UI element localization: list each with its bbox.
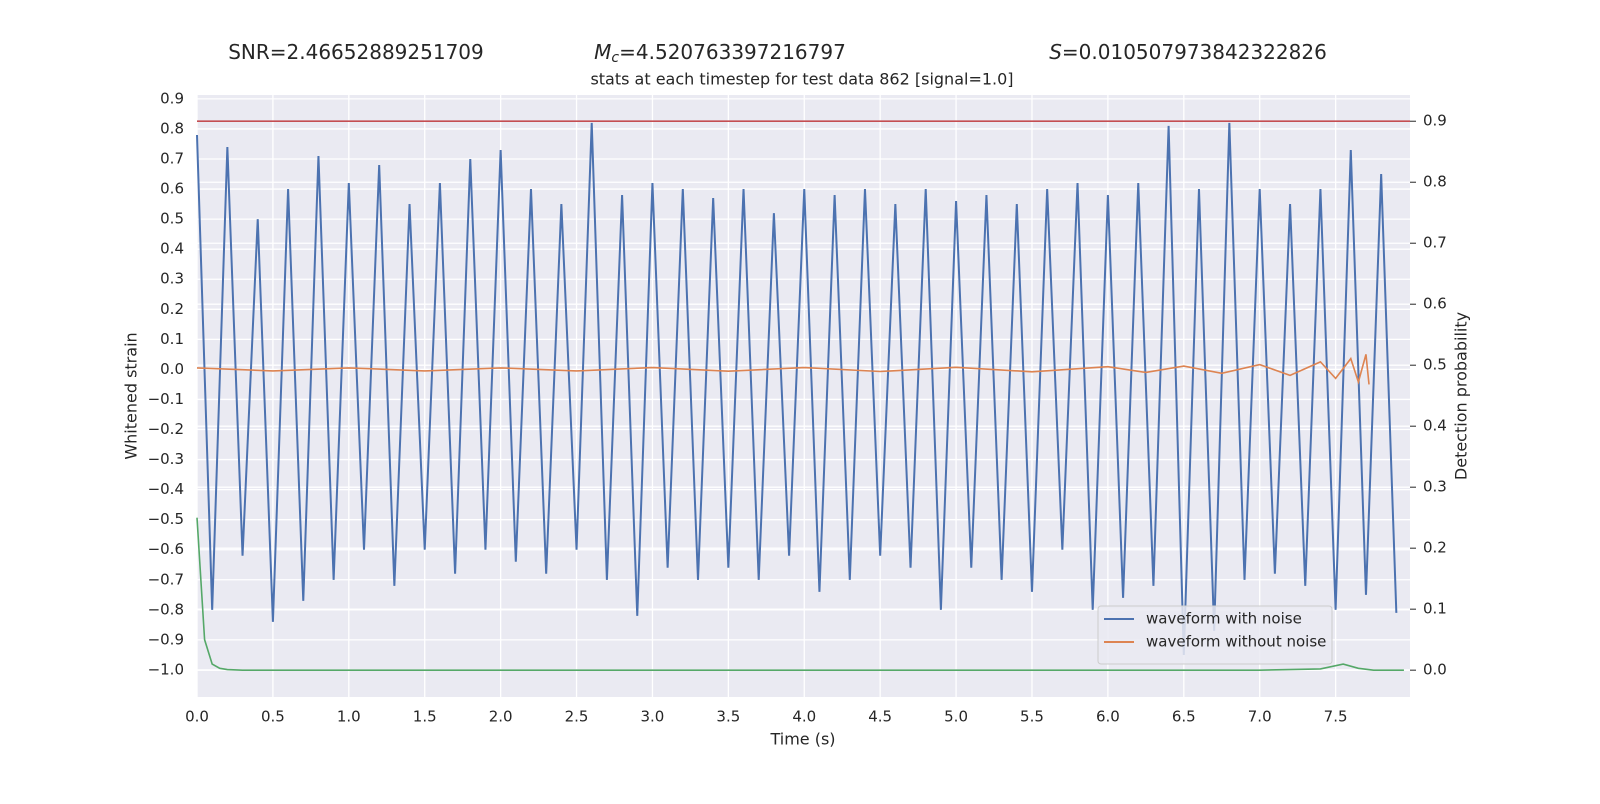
x-tick-label: 1.5	[413, 708, 437, 726]
y-tick-label: −0.2	[148, 420, 184, 438]
stat-text: =0.010507973842322826	[1062, 40, 1327, 64]
series-line	[196, 122, 1398, 655]
y-tick-label: 0.9	[160, 89, 184, 107]
subscript: c	[611, 50, 619, 66]
x-tick-label: 4.5	[868, 708, 892, 726]
stat-text: =4.520763397216797	[619, 40, 846, 64]
y-tick-label: 0.8	[160, 119, 184, 137]
x-tick-label: 1.0	[337, 708, 361, 726]
x-tick-label: 2.5	[565, 708, 589, 726]
stat-text: SNR=2.46652889251709	[228, 40, 484, 64]
y-tick-label: 0.5	[160, 210, 184, 228]
y2-tick-label: 0.1	[1423, 600, 1447, 618]
y-tick-label: −0.5	[148, 510, 184, 528]
y2-tick-label: 0.7	[1423, 234, 1447, 252]
x-tick-label: 4.0	[792, 708, 816, 726]
y-tick-label: 0.1	[160, 330, 184, 348]
headline-stat: SNR=2.46652889251709	[228, 40, 484, 64]
legend-box	[1097, 605, 1333, 665]
x-axis-label: Time (s)	[769, 730, 835, 749]
x-tick-label: 0.0	[185, 708, 209, 726]
x-tick-label: 0.5	[261, 708, 285, 726]
y-tick-label: −0.3	[148, 450, 184, 468]
y-tick-label: 0.7	[160, 150, 184, 168]
y-tick-label: −0.4	[148, 480, 184, 498]
y-tick-label: −0.6	[148, 540, 184, 558]
y2-tick-label: 0.6	[1423, 295, 1447, 313]
x-tick-label: 5.5	[1020, 708, 1044, 726]
x-tick-label: 7.0	[1248, 708, 1272, 726]
y-tick-label: −0.8	[148, 600, 184, 618]
x-tick-label: 3.5	[716, 708, 740, 726]
x-tick-label: 5.0	[944, 708, 968, 726]
legend-label: waveform without noise	[1146, 633, 1326, 651]
y2-tick-label: 0.8	[1423, 173, 1447, 191]
chart-title: stats at each timestep for test data 862…	[590, 70, 1013, 89]
y2-tick-label: 0.2	[1423, 539, 1447, 557]
y2-tick-label: 0.9	[1423, 112, 1447, 130]
x-tick-label: 6.0	[1096, 708, 1120, 726]
y-tick-label: 0.2	[160, 300, 184, 318]
y2-tick-label: 0.0	[1423, 661, 1447, 679]
symbol: M	[594, 40, 611, 64]
y-tick-label: −0.9	[148, 630, 184, 648]
y2-tick-label: 0.3	[1423, 478, 1447, 496]
y-tick-label: −1.0	[148, 660, 184, 678]
y-tick-label: 0.0	[160, 360, 184, 378]
headline-stat: Mc=4.520763397216797	[594, 40, 846, 67]
y-tick-label: −0.1	[148, 390, 184, 408]
y-tick-label: −0.7	[148, 570, 184, 588]
series-line	[196, 354, 1370, 385]
y2-axis-label: Detection probability	[1452, 312, 1471, 480]
x-tick-label: 6.5	[1172, 708, 1196, 726]
y-tick-label: 0.3	[160, 270, 184, 288]
y2-tick-label: 0.4	[1423, 417, 1447, 435]
y-tick-label: 0.4	[160, 240, 184, 258]
y-tick-label: 0.6	[160, 180, 184, 198]
y2-tick-label: 0.5	[1423, 356, 1447, 374]
y-axis-label: Whitened strain	[122, 332, 141, 459]
x-tick-label: 3.0	[641, 708, 665, 726]
legend-label: waveform with noise	[1146, 610, 1302, 628]
symbol: S	[1049, 40, 1062, 64]
series-line	[196, 517, 1404, 671]
headline-stat: S=0.010507973842322826	[1049, 40, 1327, 64]
x-tick-label: 2.0	[489, 708, 513, 726]
x-tick-label: 7.5	[1324, 708, 1348, 726]
